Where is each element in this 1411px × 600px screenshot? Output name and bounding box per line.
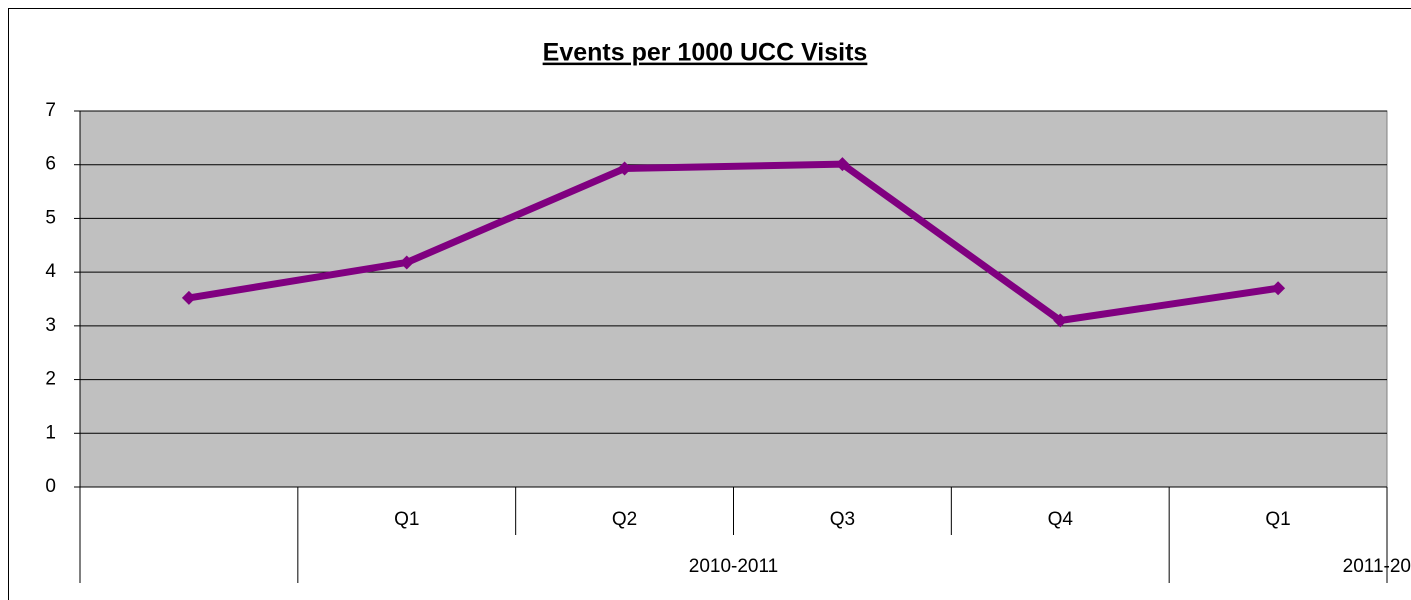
marker [617,161,632,176]
y-tick-label: 0 [45,476,56,497]
x-tick-label: Q4 [1048,509,1074,530]
marker [835,157,850,172]
y-tick-label: 3 [45,315,56,336]
x-tick-label: Q1 [1265,509,1290,530]
series-line [188,160,1279,324]
x-tick-label: Q2 [612,509,637,530]
group-label: 2010-2011 [689,556,778,577]
y-tick-label: 6 [45,154,56,175]
x-tick-label: Q1 [394,509,419,530]
y-tick-label: 7 [45,100,56,121]
plot-area [79,110,1388,488]
y-tick-label: 2 [45,369,56,390]
marker [1271,281,1286,296]
chart-title: Events per 1000 UCC Visits [543,39,868,67]
group-label: 2011-20 [1343,556,1411,577]
y-tick-label: 4 [45,261,56,282]
marker [1053,313,1068,328]
y-tick-label: 1 [45,422,56,443]
marker [399,255,414,270]
x-tick-label: Q3 [830,509,855,530]
marker [181,290,196,305]
y-tick-label: 5 [45,207,56,228]
